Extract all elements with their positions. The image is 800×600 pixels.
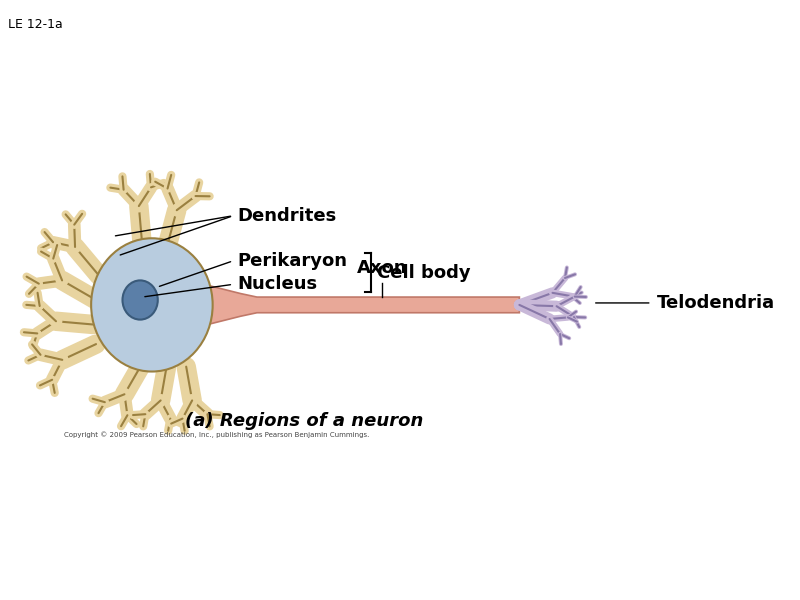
- Text: LE 12-1a: LE 12-1a: [8, 18, 62, 31]
- Text: (a) Regions of a neuron: (a) Regions of a neuron: [185, 412, 423, 430]
- Text: Dendrites: Dendrites: [237, 207, 337, 225]
- Ellipse shape: [122, 280, 158, 320]
- Text: Axon: Axon: [357, 259, 407, 277]
- Ellipse shape: [91, 238, 213, 371]
- Text: Telodendria: Telodendria: [657, 294, 774, 312]
- Text: Nucleus: Nucleus: [237, 275, 318, 293]
- Text: Copyright © 2009 Pearson Education, Inc., publishing as Pearson Benjamin Cumming: Copyright © 2009 Pearson Education, Inc.…: [64, 431, 369, 437]
- Text: Cell body: Cell body: [378, 263, 471, 281]
- Polygon shape: [208, 286, 519, 325]
- Text: Perikaryon: Perikaryon: [237, 252, 347, 270]
